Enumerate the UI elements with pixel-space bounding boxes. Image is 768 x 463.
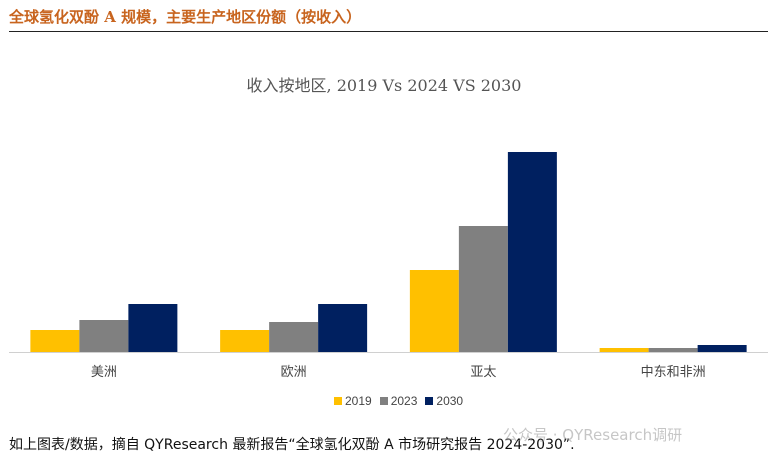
- bar-2019-1: [220, 330, 270, 352]
- x-tick-label: 美洲: [91, 365, 117, 380]
- legend-label: 2019: [345, 394, 372, 408]
- x-tick-label: 亚太: [470, 365, 496, 380]
- legend-swatch: [379, 397, 388, 405]
- bar-2023-2: [458, 226, 508, 352]
- bar-2030-1: [318, 304, 368, 352]
- bar-2019-0: [30, 330, 80, 352]
- source-note: 如上图表/数据，摘自 QYResearch 最新报告“全球氢化双酚 A 市场研究…: [9, 437, 575, 453]
- legend-item-2023: 2023: [379, 394, 418, 408]
- bar-2023-0: [79, 320, 129, 352]
- bar-2019-3: [599, 348, 649, 352]
- chart-legend: 2019 2023 2030: [334, 393, 463, 409]
- legend-swatch: [334, 397, 342, 405]
- legend-item-2030: 2030: [425, 394, 463, 408]
- legend-label: 2023: [390, 394, 418, 408]
- bar-2019-2: [409, 270, 459, 352]
- legend-swatch: [425, 397, 434, 405]
- bar-2030-2: [507, 152, 557, 352]
- x-tick-label: 中东和非洲: [641, 365, 706, 380]
- watermark: 公众号 · QYResearch调研: [503, 426, 683, 444]
- header-divider: [9, 31, 768, 32]
- chart-title: 收入按地区, 2019 Vs 2024 VS 2030: [246, 76, 522, 95]
- bar-2030-3: [697, 345, 747, 352]
- x-tick-label: 欧洲: [281, 365, 307, 380]
- bar-2023-3: [648, 348, 698, 352]
- bar-2023-1: [269, 322, 319, 352]
- legend-label: 2030: [436, 394, 464, 408]
- legend-item-2019: 2019: [334, 394, 372, 408]
- bar-2030-0: [128, 304, 178, 352]
- page-title: 全球氢化双酚 A 规模，主要生产地区份额（按收入）: [9, 8, 362, 26]
